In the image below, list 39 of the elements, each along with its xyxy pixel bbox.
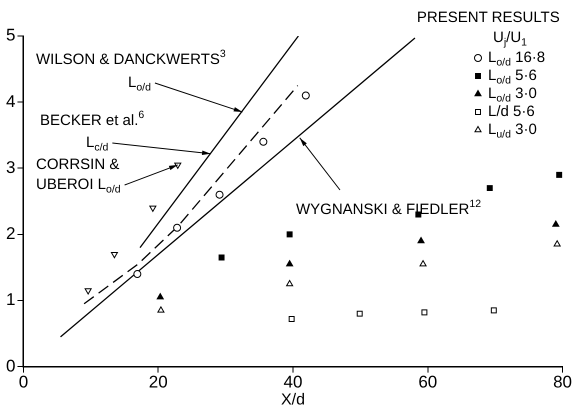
point xyxy=(554,240,561,247)
point xyxy=(84,288,92,295)
y-tick-label: 4 xyxy=(6,92,16,111)
point xyxy=(490,307,497,314)
point xyxy=(149,206,156,212)
x-tick-label: 60 xyxy=(418,372,438,392)
point xyxy=(552,220,560,227)
point xyxy=(174,162,182,169)
point xyxy=(288,316,295,322)
x-axis-title: X/d xyxy=(280,391,306,407)
point xyxy=(302,92,310,100)
y-tick-label: 2 xyxy=(6,224,16,244)
point xyxy=(259,138,268,146)
point xyxy=(556,172,562,178)
point xyxy=(156,293,164,300)
point xyxy=(157,306,164,313)
x-tick-label: 40 xyxy=(284,372,302,392)
y-tick-label: 0 xyxy=(6,356,16,376)
legend-label: L/d 5·6 xyxy=(488,103,535,120)
y-tick-label: 3 xyxy=(6,158,16,177)
point xyxy=(420,260,427,266)
point xyxy=(218,254,225,260)
point xyxy=(418,236,425,244)
point xyxy=(356,310,363,317)
annotation: CORRSIN & xyxy=(36,156,120,174)
point xyxy=(216,190,224,199)
point xyxy=(286,280,294,286)
point xyxy=(286,260,294,266)
point xyxy=(486,185,493,192)
x-tick-label: 20 xyxy=(148,372,168,392)
y-tick-label: 1 xyxy=(6,290,16,310)
point xyxy=(286,231,293,238)
x-tick-label: 0 xyxy=(18,372,28,392)
point xyxy=(133,270,142,278)
point xyxy=(421,309,428,316)
y-tick-label: 5 xyxy=(6,26,16,45)
point xyxy=(110,252,118,258)
x-tick-label: 80 xyxy=(553,372,572,392)
point xyxy=(173,224,182,232)
